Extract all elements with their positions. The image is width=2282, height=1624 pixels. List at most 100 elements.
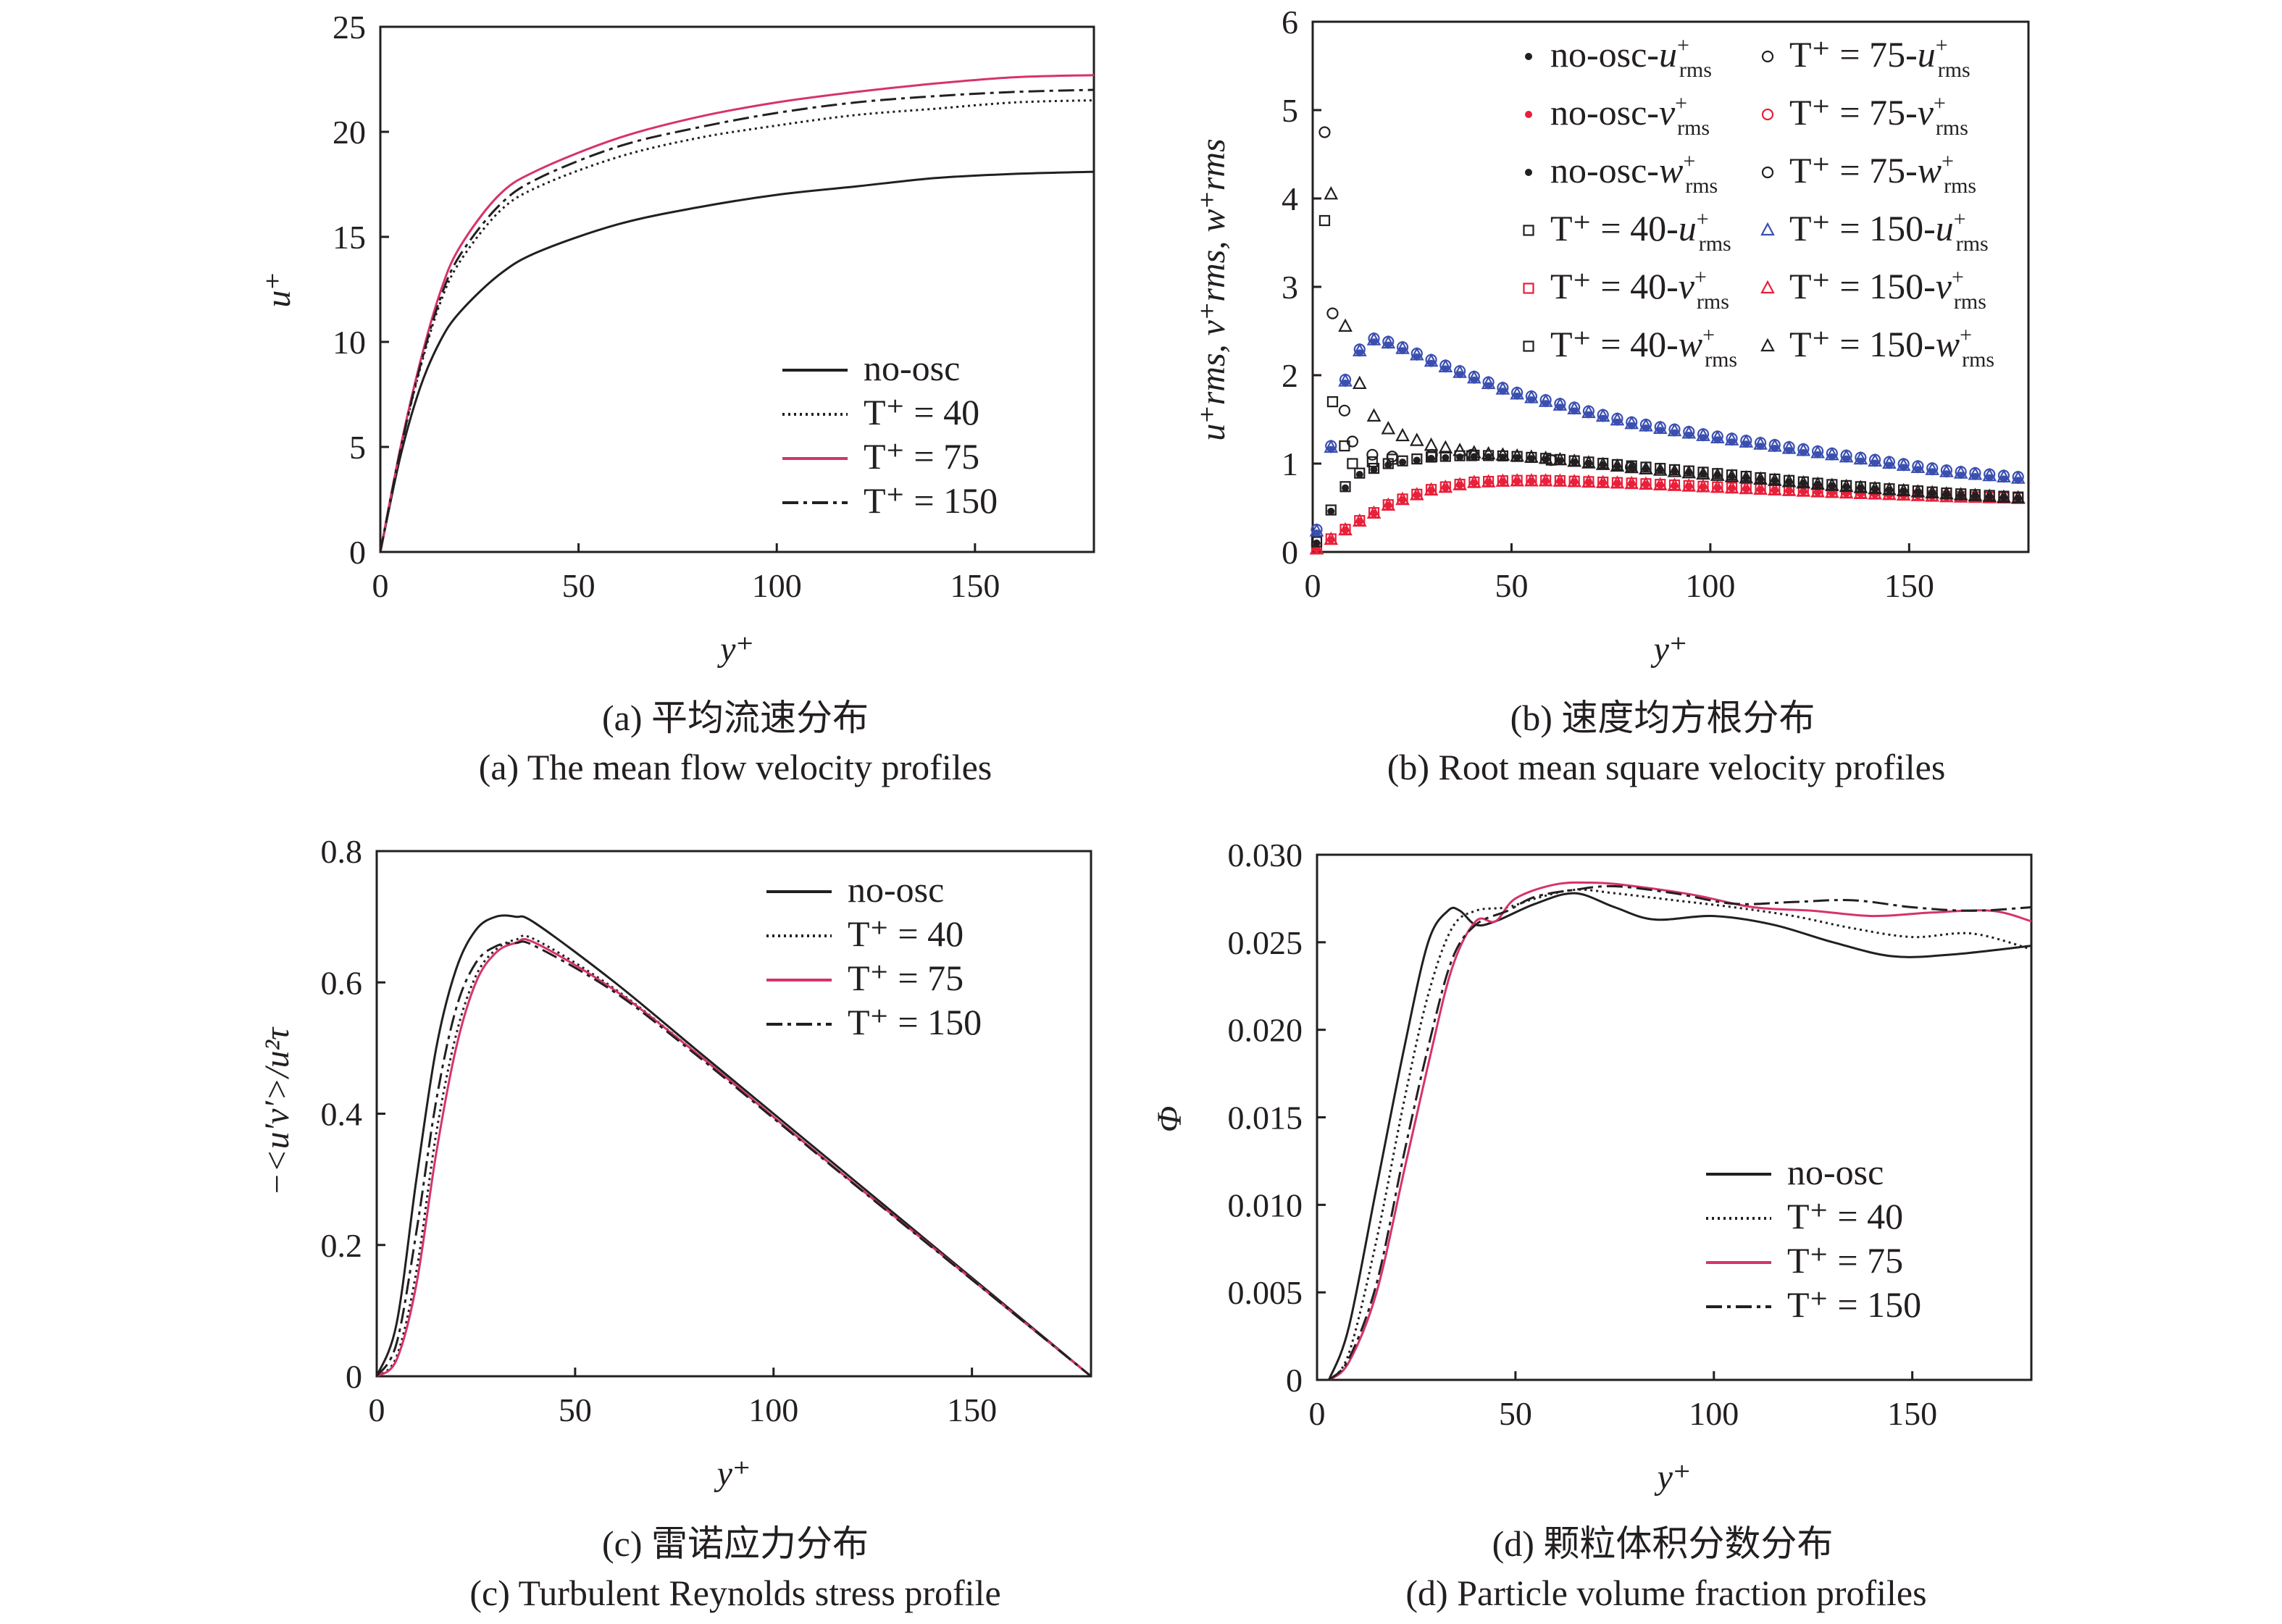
marker-v40 [1411, 488, 1423, 500]
marker-v40 [1526, 474, 1537, 486]
y-tick-label: 0 [1282, 534, 1298, 571]
marker-v40 [1655, 479, 1666, 490]
legend-sub: rms [1679, 58, 1712, 82]
y-tick-label: 10 [333, 324, 366, 361]
caption-b-en: (b) Root mean square velocity profiles [1387, 747, 1946, 787]
marker-w40 [1318, 214, 1331, 227]
caption-c-cn: (c) 雷诺应力分布 [602, 1523, 869, 1564]
marker-v40 [1597, 476, 1609, 488]
marker-v40 [1325, 533, 1337, 545]
legend-marker-6 [1761, 166, 1774, 179]
legend-component: v [1918, 92, 1934, 133]
marker-u75 [1940, 464, 1953, 477]
marker-w150 [1381, 421, 1396, 435]
legend-label-7: T⁺ = 40-u+ rms [1550, 207, 1731, 256]
legend-sup: + [1934, 91, 1946, 115]
marker-w150 [1997, 489, 2011, 503]
marker-w150 [1825, 477, 1839, 491]
marker-v40 [1697, 480, 1709, 492]
y-tick-label: 15 [333, 219, 366, 256]
marker-v-no [1355, 517, 1363, 525]
series-line-1 [379, 170, 1095, 553]
y-tick-label: 0.025 [1228, 924, 1303, 961]
legend-label-2: T⁺ = 40 [1787, 1196, 1903, 1236]
marker-w150 [1438, 440, 1453, 454]
marker-v-no [1757, 486, 1765, 494]
marker-w150 [1925, 485, 1940, 499]
marker-u75 [1439, 359, 1452, 372]
legend-component: u [1918, 34, 1936, 75]
marker-u75 [1410, 347, 1423, 360]
x-axis-label: y⁺ [1654, 1458, 1692, 1497]
marker-v40 [1439, 481, 1451, 493]
marker-u75 [1768, 439, 1781, 451]
marker-u75 [1697, 428, 1710, 440]
marker-w150 [1324, 185, 1339, 200]
legend-marker-5 [1525, 169, 1532, 176]
legend-sup: + [1697, 207, 1709, 231]
legend-sup: + [1954, 207, 1966, 231]
y-tick-label: 25 [333, 9, 366, 46]
y-tick-label: 0 [1286, 1362, 1303, 1399]
x-tick-label: 150 [950, 567, 1000, 604]
marker-v-no [1771, 486, 1779, 494]
marker-w150 [1595, 456, 1610, 470]
marker-w150 [1510, 448, 1524, 462]
y-tick-label: 0.015 [1228, 1100, 1303, 1137]
marker-v40 [1540, 474, 1552, 486]
plot-frame [375, 850, 1092, 1378]
y-tick-label: 5 [1282, 92, 1298, 129]
legend-marker-2 [1761, 50, 1774, 63]
marker-w150 [1495, 447, 1510, 461]
marker-v-no [1556, 477, 1564, 485]
legend-sup: + [1702, 323, 1715, 347]
y-axis-label: u⁺rms, v⁺rms, w⁺rms [1194, 138, 1232, 440]
marker-u75 [1539, 394, 1552, 406]
marker-v-no [1456, 481, 1464, 489]
caption-c-en: (c) Turbulent Reynolds stress profile [469, 1573, 1000, 1613]
legend-marker-12 [1760, 338, 1775, 352]
y-tick-label: 4 [1282, 180, 1298, 217]
marker-v-no [1785, 487, 1793, 495]
marker-v-no [1370, 509, 1378, 517]
legend-label-6: T⁺ = 75-w+ rms [1789, 149, 1976, 198]
marker-v-no [1713, 484, 1721, 492]
marker-v40 [1339, 524, 1351, 535]
marker-u75 [1611, 412, 1623, 424]
marker-w150 [1639, 461, 1653, 475]
legend-sub: rms [1944, 174, 1976, 198]
legend-label-4: T⁺ = 150 [848, 1002, 982, 1042]
marker-v-no [1584, 479, 1592, 487]
marker-u75 [1626, 416, 1638, 428]
marker-v40 [1626, 477, 1637, 489]
marker-w150 [1352, 375, 1367, 390]
marker-w150 [1567, 453, 1582, 467]
legend-sup: + [1942, 149, 1954, 173]
marker-w-no [1399, 459, 1407, 466]
marker-v40 [1397, 493, 1408, 505]
legend-label-12: T⁺ = 150-w+ rms [1789, 323, 1994, 372]
series-line-3 [376, 938, 1092, 1378]
marker-w40 [1387, 453, 1398, 465]
y-tick-label: 0.8 [321, 833, 363, 870]
plot-frame [379, 25, 1095, 553]
series-line-1 [375, 914, 1092, 1378]
marker-w150 [1681, 464, 1697, 479]
marker-u75 [1654, 421, 1666, 433]
x-tick-label: 50 [1495, 567, 1528, 604]
caption-d-cn: (d) 颗粒体积分数分布 [1492, 1523, 1834, 1564]
marker-w150 [1896, 482, 1911, 497]
marker-u75 [1568, 401, 1581, 414]
marker-v-no [1742, 485, 1750, 493]
marker-v40 [1454, 478, 1466, 490]
marker-v-no [1671, 482, 1679, 490]
marker-u75 [1525, 390, 1537, 403]
marker-w150 [1910, 484, 1926, 498]
marker-w75 [1366, 448, 1379, 461]
y-tick-label: 0.020 [1228, 1012, 1303, 1049]
legend-sub: rms [1956, 232, 1989, 256]
legend-component: u [1679, 208, 1697, 248]
marker-v40 [1583, 476, 1595, 487]
marker-w150 [1424, 437, 1439, 451]
marker-w150 [1610, 458, 1625, 472]
